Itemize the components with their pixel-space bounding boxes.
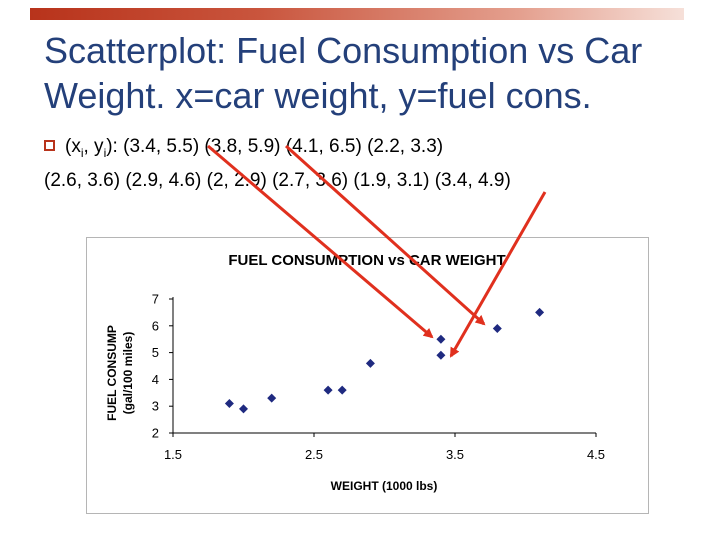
bullet-mid: , y [83,136,104,157]
data-point-marker [436,350,446,360]
bullet-point: (xi, yi): (3.4, 5.5) (3.8, 5.9) (4.1, 6.… [44,134,684,166]
title-accent-bar [30,8,684,20]
y-tick-label: 5 [152,345,159,360]
data-point-marker [436,334,446,344]
x-tick-label: 1.5 [164,447,182,462]
slide-title: Scatterplot: Fuel Consumption vs Car Wei… [44,30,643,116]
data-point-marker [267,393,277,403]
square-bullet-icon [44,140,55,151]
data-point-marker [224,399,234,409]
y-axis-label-line1: FUEL CONSUMP [105,325,119,421]
y-tick-label: 6 [152,318,159,333]
data-point-marker [337,385,347,395]
y-tick-label: 7 [152,292,159,307]
chart-title: FUEL CONSUMPTION vs CAR WEIGHT [228,252,505,269]
y-tick-label: 4 [152,372,159,387]
x-tick-label: 4.5 [587,447,605,462]
y-axis-label: FUEL CONSUMP (gal/100 miles) [105,325,135,421]
x-axis-label: WEIGHT (1000 lbs) [331,479,438,493]
subscript-i: i [80,145,84,160]
bullet-prefix: (x [65,136,81,157]
data-point-marker [365,358,375,368]
bullet-data-pairs: ): (3.4, 5.5) (3.8, 5.9) (4.1, 6.5) (2.2… [106,136,444,157]
data-point-marker [239,404,248,414]
y-tick-label: 2 [152,426,159,441]
y-axis-label-line2: (gal/100 miles) [121,332,135,415]
bullet-data-pairs-continued: (2.6, 3.6) (2.9, 4.6) (2, 2.9) (2.7, 3.6… [44,170,511,191]
y-tick-label: 3 [152,399,159,414]
x-tick-label: 2.5 [305,447,323,462]
x-tick-label: 3.5 [446,447,464,462]
subscript-i-2: i [103,145,107,160]
data-point-marker [323,385,333,395]
chart-axes: 1.5 2.5 3.5 4.5 2 3 4 5 6 7 [152,292,605,463]
scatter-chart: FUEL CONSUMPTION vs CAR WEIGHT 1.5 2.5 3.5… [86,237,649,514]
chart-frame [86,237,649,514]
